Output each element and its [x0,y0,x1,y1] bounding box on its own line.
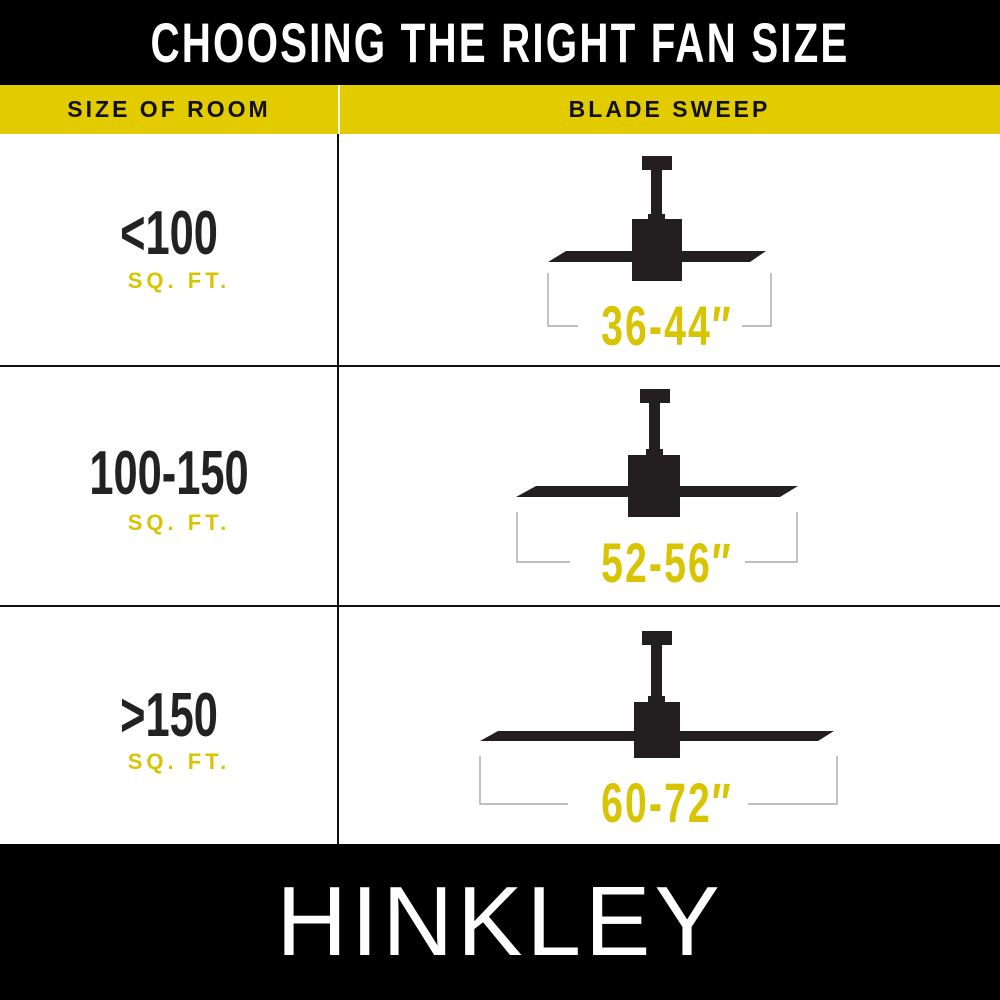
ceiling-fan-icon [548,156,766,281]
sweep-bracket [516,512,798,563]
ceiling-fan-icon [480,631,834,758]
footer [0,844,1000,1000]
ceiling-fan-icon [516,389,798,517]
brand-logo: HINKLEY [276,866,724,976]
room-size: 100-150 [89,439,249,508]
title-bar [0,0,1000,85]
room-size: >150 [120,681,218,750]
room-unit: SQ. FT. [127,268,231,293]
room-unit: SQ. FT. [127,510,231,535]
column-header-row [0,85,1000,134]
blade-sweep: 36-44″ [601,294,733,357]
column-header-sweep: BLADE SWEEP [568,96,771,122]
row-divider [0,605,1000,607]
sweep-bracket [547,273,772,327]
blade-sweep: 60-72″ [601,771,733,834]
page-title: CHOOSING THE RIGHT FAN SIZE [150,11,850,74]
sweep-bracket [479,756,838,805]
room-size: <100 [120,199,218,268]
blade-sweep: 52-56″ [601,531,733,594]
row-divider [0,365,1000,367]
room-unit: SQ. FT. [127,749,231,774]
column-divider [337,134,339,844]
header-divider [338,85,340,134]
column-header-room: SIZE OF ROOM [67,96,271,122]
